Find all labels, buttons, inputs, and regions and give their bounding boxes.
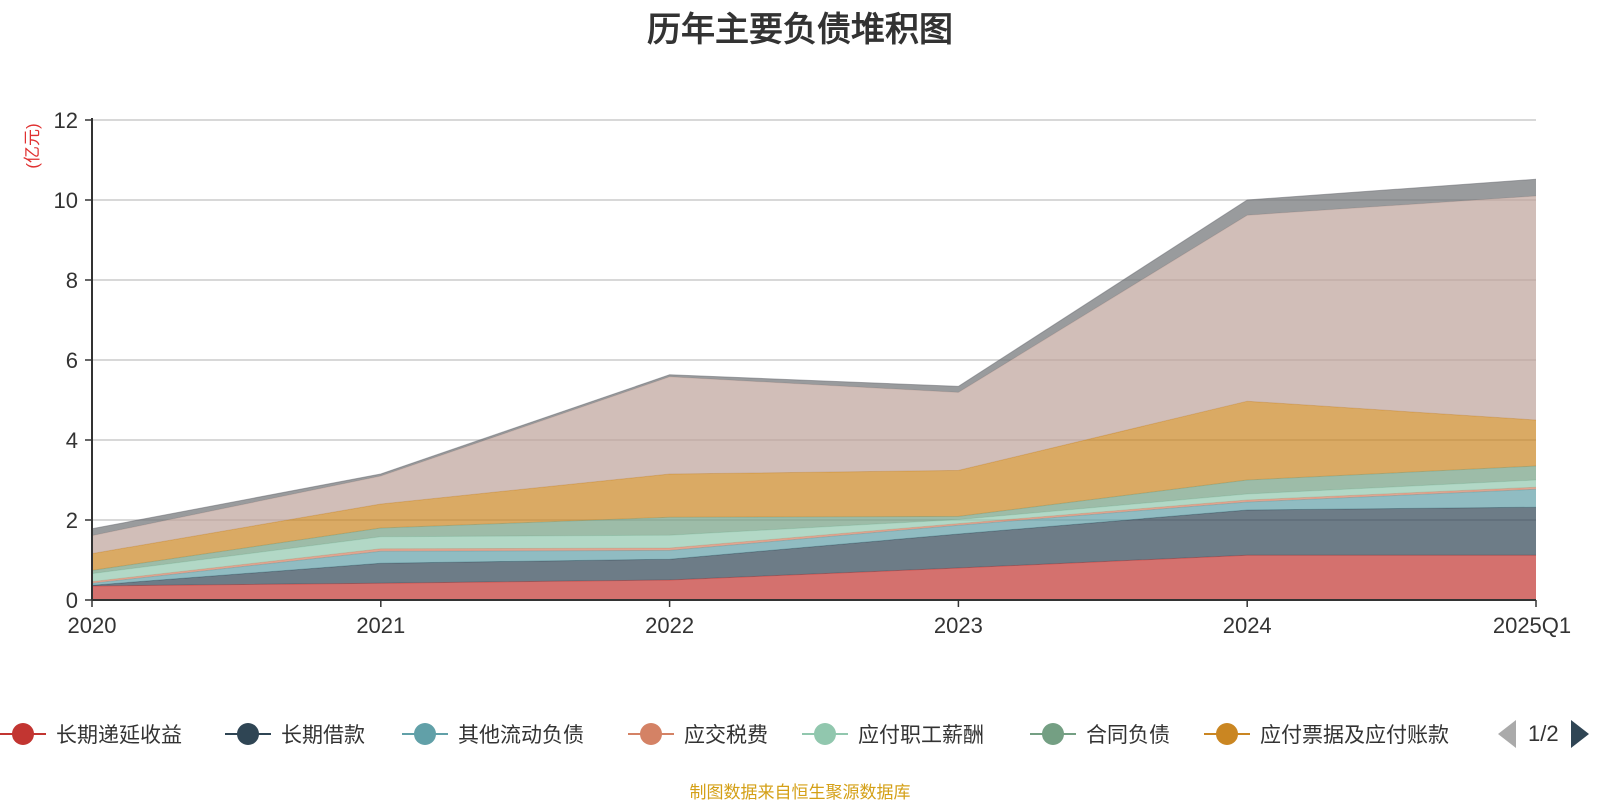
legend-marker-icon xyxy=(802,714,848,754)
legend-marker-icon xyxy=(1204,714,1250,754)
legend-label: 应付职工薪酬 xyxy=(858,724,984,747)
x-tick-label: 2020 xyxy=(68,613,117,638)
area-应付职工薪酬[interactable] xyxy=(92,480,1536,582)
data-source-note: 制图数据来自恒生聚源数据库 xyxy=(689,783,911,802)
legend-item[interactable]: 长期借款 xyxy=(225,714,365,754)
legend-label: 长期递延收益 xyxy=(56,724,182,747)
legend-next-page-icon[interactable] xyxy=(1570,720,1589,748)
stacked-area-chart: 2020 2021 2022 2023 2024 2025Q1 0 2 4 6 8 10 12 (亿元… xyxy=(23,108,1571,638)
legend: 长期递延收益 长期借款 其他流动负债 应交税费 应付职工薪酬 合同负债 应付票据及应付账款 xyxy=(0,714,1600,754)
legend-item[interactable]: 合同负债 xyxy=(1030,714,1170,754)
x-tick-label: 2024 xyxy=(1223,613,1272,638)
legend-label: 长期借款 xyxy=(281,724,365,747)
x-tick-label: 2025Q1 xyxy=(1493,613,1571,638)
y-tick-label: 8 xyxy=(66,268,78,293)
legend-marker-icon xyxy=(225,714,271,754)
legend-marker-icon xyxy=(0,714,46,754)
x-tick-label: 2021 xyxy=(356,613,405,638)
area-其他流动负债[interactable] xyxy=(92,489,1536,586)
y-tick-label: 10 xyxy=(54,188,78,213)
legend-page-indicator: 1/2 xyxy=(1528,721,1559,746)
area-应付票据及应付账款[interactable] xyxy=(92,401,1536,571)
y-axis-unit-label: (亿元) xyxy=(23,123,42,168)
area-series xyxy=(91,178,1537,600)
y-tick-label: 0 xyxy=(66,588,78,613)
x-tick-label: 2022 xyxy=(645,613,694,638)
legend-label: 其他流动负债 xyxy=(458,724,584,747)
legend-marker-icon xyxy=(628,714,674,754)
y-tick-label: 6 xyxy=(66,348,78,373)
y-tick-label: 4 xyxy=(66,428,78,453)
legend-label: 应付票据及应付账款 xyxy=(1260,724,1449,747)
area-edge-其他负债 xyxy=(91,178,1537,530)
area-合同负债[interactable] xyxy=(92,466,1536,574)
legend-item[interactable]: 应付职工薪酬 xyxy=(802,714,984,754)
y-tick-label: 12 xyxy=(54,108,78,133)
legend-marker-icon xyxy=(1030,714,1076,754)
legend-item[interactable]: 其他流动负债 xyxy=(402,714,584,754)
y-tick-label: 2 xyxy=(66,508,78,533)
legend-label: 应交税费 xyxy=(684,724,768,747)
legend-pager: 1/2 xyxy=(1498,714,1589,754)
x-tick-label: 2023 xyxy=(934,613,983,638)
legend-marker-icon xyxy=(402,714,448,754)
area-其他应付款[interactable] xyxy=(92,196,1536,554)
chart-title: 历年主要负债堆积图 xyxy=(647,11,953,49)
legend-item[interactable]: 长期递延收益 xyxy=(0,714,182,754)
legend-prev-page-icon[interactable] xyxy=(1498,720,1516,748)
y-axis-ticks: 0 2 4 6 8 10 12 xyxy=(54,108,92,613)
legend-item[interactable]: 应交税费 xyxy=(628,714,768,754)
x-axis-ticks: 2020 2021 2022 2023 2024 2025Q1 xyxy=(68,600,1571,638)
legend-label: 合同负债 xyxy=(1086,724,1170,747)
area-长期借款[interactable] xyxy=(92,507,1536,586)
legend-item[interactable]: 应付票据及应付账款 xyxy=(1204,714,1449,754)
area-长期递延收益[interactable] xyxy=(92,555,1536,600)
